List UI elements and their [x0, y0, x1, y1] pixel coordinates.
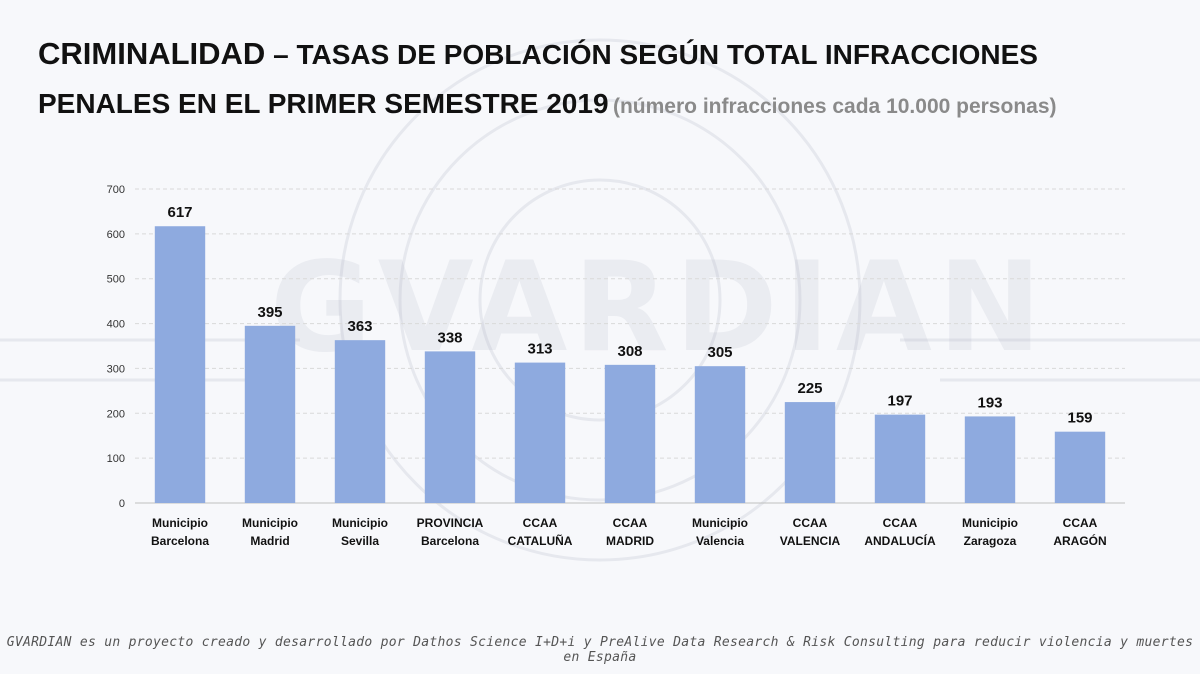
watermark-logo: GVARDIAN	[270, 236, 1048, 380]
data-label: 363	[347, 318, 372, 335]
x-tick-label: CCAA	[1063, 516, 1098, 530]
x-tick-label: MADRID	[606, 534, 654, 548]
data-label: 617	[167, 204, 192, 221]
x-tick-label: Madrid	[250, 534, 289, 548]
bar	[1054, 431, 1106, 503]
y-tick-label: 100	[107, 453, 125, 465]
x-tick-label: Municipio	[152, 516, 208, 530]
data-label: 308	[617, 343, 642, 360]
y-tick-label: 400	[107, 319, 125, 331]
y-tick-label: 700	[107, 184, 125, 196]
title-main: CRIMINALIDAD	[38, 36, 266, 71]
bar	[604, 364, 656, 503]
x-tick-label: Municipio	[332, 516, 388, 530]
data-label: 193	[977, 394, 1002, 411]
x-tick-label: Barcelona	[151, 534, 209, 548]
x-tick-label: Sevilla	[341, 534, 379, 548]
data-label: 159	[1067, 410, 1092, 427]
x-tick-label: CCAA	[613, 516, 648, 530]
title-rest: – TASAS DE POBLACIÓN SEGÚN TOTAL INFRACC…	[265, 39, 1038, 70]
x-tick-label: Municipio	[242, 516, 298, 530]
y-tick-label: 200	[107, 408, 125, 420]
y-tick-label: 300	[107, 363, 125, 375]
bar	[874, 414, 926, 503]
x-tick-label: Zaragoza	[964, 534, 1017, 548]
y-tick-label: 600	[107, 229, 125, 241]
data-label: 395	[257, 304, 282, 321]
page-title: CRIMINALIDAD – TASAS DE POBLACIÓN SEGÚN …	[38, 32, 1178, 131]
x-tick-label: Municipio	[962, 516, 1018, 530]
x-tick-label: Municipio	[692, 516, 748, 530]
bar	[694, 366, 746, 503]
x-tick-label: VALENCIA	[780, 534, 841, 548]
x-tick-label: PROVINCIA	[417, 516, 484, 530]
data-label: 225	[797, 380, 822, 397]
x-tick-label: Valencia	[696, 534, 744, 548]
bar	[334, 340, 386, 503]
y-tick-label: 500	[107, 274, 125, 286]
footer-credits: GVARDIAN es un proyecto creado y desarro…	[6, 635, 1194, 665]
x-tick-label: CATALUÑA	[508, 533, 573, 548]
x-tick-label: CCAA	[883, 516, 918, 530]
y-tick-label: 0	[119, 498, 125, 510]
title-units: (número infracciones cada 10.000 persona…	[612, 95, 1057, 118]
x-tick-label: CCAA	[523, 516, 558, 530]
bar	[964, 416, 1016, 503]
bar	[784, 402, 836, 503]
data-label: 338	[437, 329, 462, 346]
data-label: 197	[887, 393, 912, 410]
bar	[154, 226, 206, 503]
x-tick-label: ARAGÓN	[1053, 533, 1106, 548]
bar	[424, 351, 476, 503]
data-label: 313	[527, 341, 552, 358]
title-line2: PENALES EN EL PRIMER SEMESTRE 2019	[38, 88, 609, 119]
x-tick-label: ANDALUCÍA	[864, 533, 936, 548]
data-label: 305	[707, 344, 732, 361]
x-tick-label: CCAA	[793, 516, 828, 530]
bar	[244, 325, 296, 503]
bar	[514, 362, 566, 503]
x-tick-label: Barcelona	[421, 534, 479, 548]
